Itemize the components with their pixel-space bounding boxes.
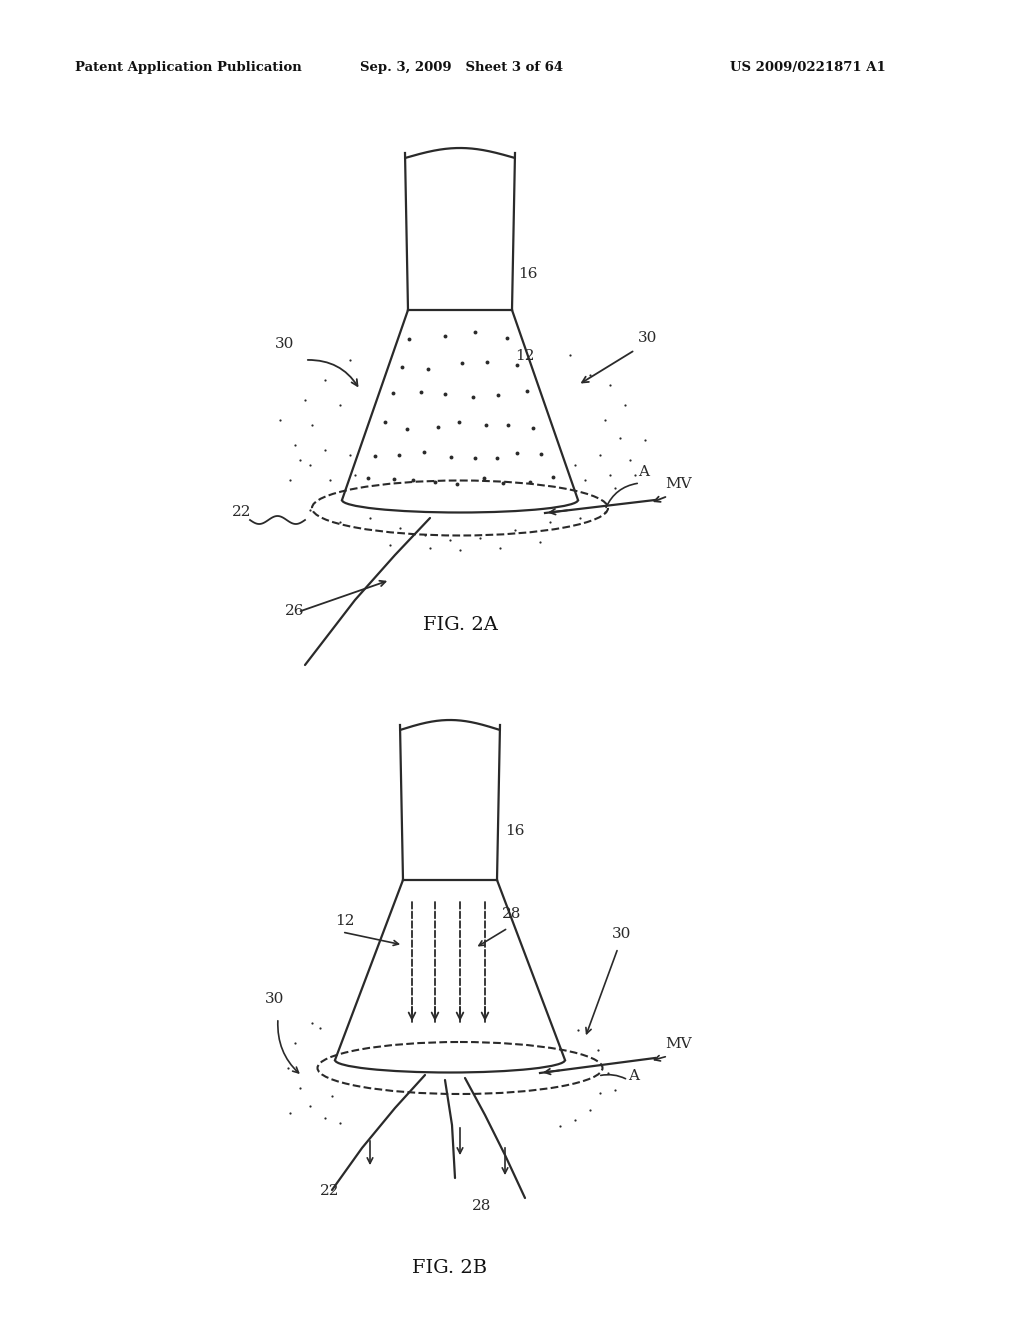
Text: 22: 22	[232, 506, 252, 519]
Text: Patent Application Publication: Patent Application Publication	[75, 62, 302, 74]
Text: 28: 28	[472, 1199, 492, 1213]
Text: 30: 30	[612, 927, 632, 941]
Text: 22: 22	[319, 1184, 340, 1199]
Text: 12: 12	[335, 913, 354, 928]
Text: 30: 30	[638, 331, 657, 345]
Text: FIG. 2A: FIG. 2A	[423, 616, 498, 634]
Text: 26: 26	[285, 605, 304, 618]
Text: 16: 16	[518, 267, 538, 281]
Text: 12: 12	[515, 348, 535, 363]
Text: MV: MV	[665, 1038, 691, 1051]
Text: MV: MV	[665, 477, 691, 491]
Text: 30: 30	[265, 993, 285, 1006]
Text: Sep. 3, 2009   Sheet 3 of 64: Sep. 3, 2009 Sheet 3 of 64	[360, 62, 563, 74]
Text: A: A	[638, 465, 649, 479]
Text: 28: 28	[502, 907, 521, 921]
Text: 16: 16	[505, 824, 524, 838]
Text: US 2009/0221871 A1: US 2009/0221871 A1	[730, 62, 886, 74]
Text: A: A	[628, 1069, 639, 1082]
Text: 30: 30	[275, 337, 294, 351]
Text: FIG. 2B: FIG. 2B	[413, 1259, 487, 1276]
